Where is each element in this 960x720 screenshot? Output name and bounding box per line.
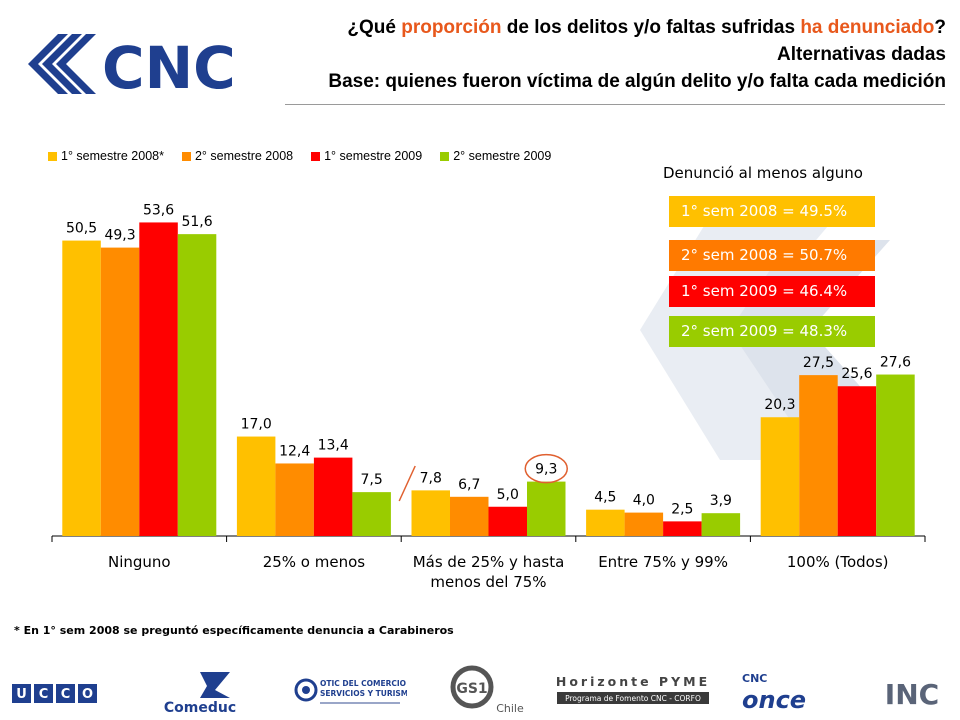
legend-swatch (181, 151, 191, 161)
bar (411, 490, 450, 536)
inc-text: INC (885, 678, 939, 711)
ucco-letter: C (39, 687, 49, 702)
bar (100, 247, 140, 536)
bar (139, 222, 178, 536)
bar (275, 463, 314, 536)
ucco-letter: C (61, 687, 71, 702)
bar-value-label: 13,4 (318, 438, 349, 454)
legend-item-s1: 1° semestre 2008* (48, 149, 164, 163)
otic-line-2: SERVICIOS Y TURISMO (320, 689, 407, 698)
reported-summary-title: Denunció al menos alguno (663, 164, 863, 182)
highlight-circle (524, 453, 568, 484)
footnote: * En 1° sem 2008 se preguntó específicam… (14, 624, 454, 637)
cnc-logo: CNC (28, 34, 236, 100)
bar-value-label: 5,0 (497, 487, 519, 503)
highlight-mark (398, 465, 416, 502)
bar-value-label: 49,3 (104, 228, 135, 244)
chart-legend: 1° semestre 2008* 2° semestre 2008 1° se… (48, 148, 551, 164)
bar (236, 436, 276, 536)
bar (177, 234, 217, 536)
gs1-country: Chile (496, 702, 524, 714)
reported-box-2s2009: 2° sem 2009 = 48.3% (669, 316, 875, 347)
bar-value-label: 17,0 (241, 417, 272, 433)
page-title: ¿Qué proporción de los delitos y/o falta… (286, 14, 946, 95)
bar (527, 481, 566, 536)
bar-value-label: 7,8 (420, 470, 442, 486)
horizonte-subtitle: Programa de Fomento CNC - CORFO (565, 694, 701, 703)
horizonte-text: Horizonte PYME (556, 674, 710, 689)
legend-item-s2: 2° semestre 2008 (181, 149, 293, 163)
title-line-2: Alternativas dadas (777, 44, 946, 65)
reported-box-1s2009: 1° sem 2009 = 46.4% (669, 276, 875, 307)
category-label: Más de 25% y hasta (413, 553, 565, 571)
ucco-letter: U (16, 687, 27, 702)
reported-box-1s2008: 1° sem 2008 = 49.5% (669, 196, 875, 227)
legend-item-s3: 1° semestre 2009 (311, 149, 422, 163)
bar-value-label: 50,5 (66, 221, 97, 237)
title-line-3: Base: quienes fueron víctima de algún de… (328, 71, 946, 92)
legend-swatch (440, 151, 450, 161)
otic-logo: OTIC DEL COMERCIO SERVICIOS Y TURISMO (294, 678, 407, 704)
ucco-letter: O (82, 687, 93, 702)
category-label: Ninguno (108, 553, 171, 571)
category-label: 25% o menos (263, 553, 366, 571)
category-label: menos del 75% (430, 573, 546, 591)
bar (62, 240, 101, 536)
bar-value-label: 6,7 (458, 477, 480, 493)
legend-swatch (311, 151, 321, 161)
background-watermark (640, 200, 890, 460)
bar-value-label: 53,6 (143, 202, 174, 218)
cnc-once-text: once (742, 686, 806, 714)
header-divider (285, 104, 945, 105)
comeduc-logo: Comeduc (164, 672, 236, 714)
bar-value-label: 9,3 (535, 462, 557, 478)
legend-item-s4: 2° semestre 2009 (440, 149, 551, 163)
cnc-once-logo: CNC once (742, 672, 806, 714)
cnc-once-top: CNC (742, 672, 767, 685)
otic-line-1: OTIC DEL COMERCIO (320, 679, 406, 688)
bar-value-label: 51,6 (181, 214, 212, 230)
bar (352, 492, 391, 536)
bar (450, 496, 489, 536)
bar (313, 457, 353, 536)
inc-logo: INC (885, 678, 939, 711)
title-highlight-1: proporción (401, 17, 502, 38)
cnc-logo-mark (28, 34, 96, 94)
gs1-logo: GS1 Chile (450, 665, 524, 714)
bar-value-label: 12,4 (279, 443, 310, 459)
ucco-logo: U C C O (12, 684, 97, 703)
title-line-1: ¿Qué proporción de los delitos y/o falta… (347, 17, 946, 38)
title-highlight-2: ha denunciado (800, 17, 935, 38)
cnc-logo-text: CNC (102, 34, 236, 100)
reported-box-2s2008: 2° sem 2008 = 50.7% (669, 240, 875, 271)
bar (488, 506, 527, 536)
gs1-text: GS1 (456, 681, 487, 697)
legend-swatch (48, 151, 57, 161)
horizonte-pyme-logo: Horizonte PYME Programa de Fomento CNC -… (556, 674, 710, 704)
comeduc-text: Comeduc (164, 700, 236, 714)
bar-value-label: 7,5 (361, 472, 383, 488)
